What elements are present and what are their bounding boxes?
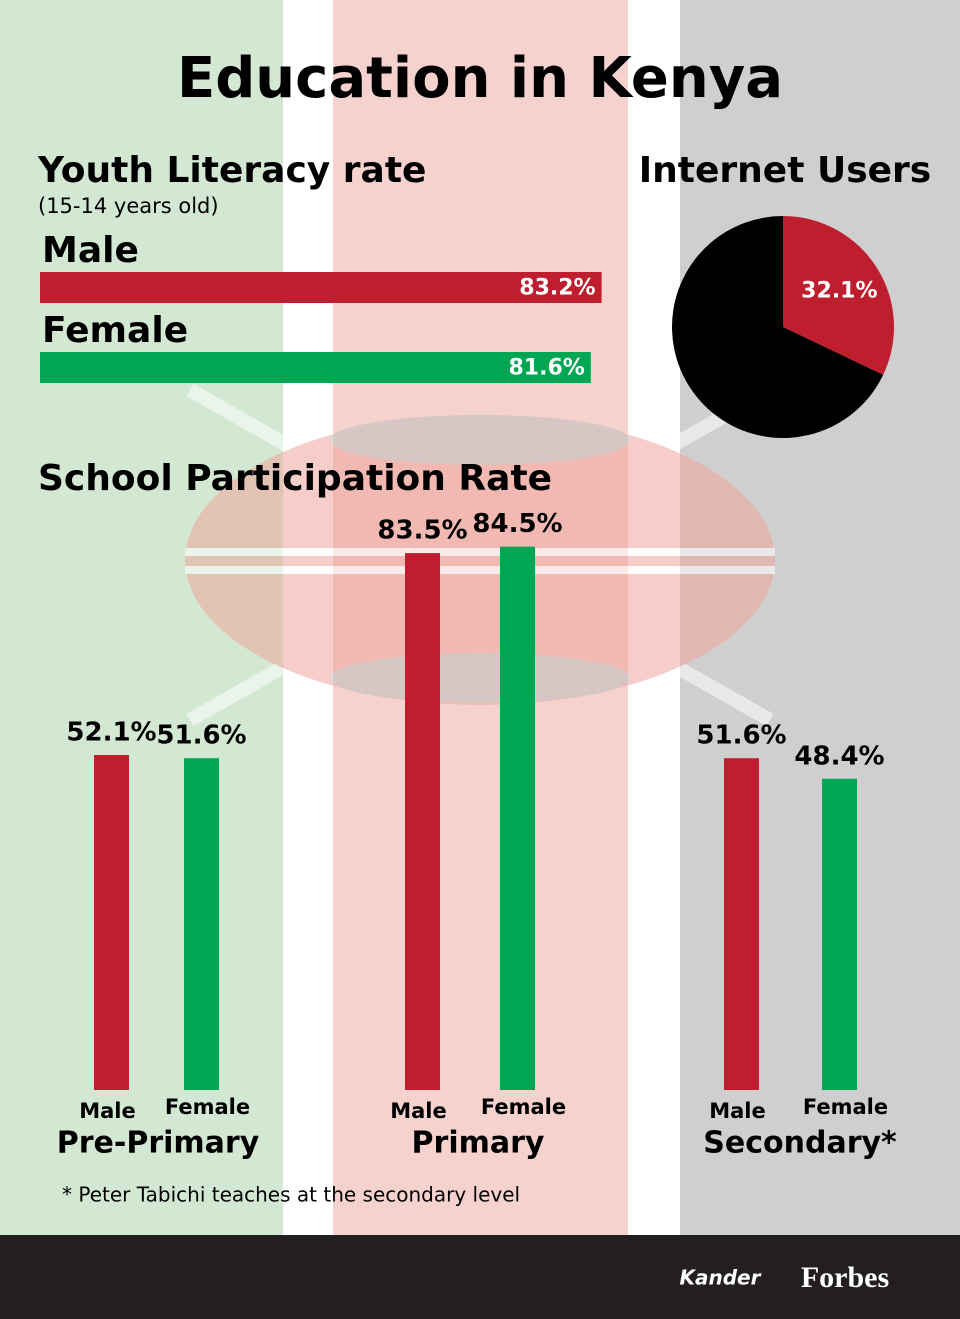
pie-slice: [672, 216, 884, 438]
value-label: 83.5%: [377, 516, 467, 546]
group-label: Pre-Primary: [57, 1126, 260, 1161]
series-label: Male: [390, 1099, 447, 1123]
group-label: Primary: [412, 1126, 545, 1161]
series-label: Female: [803, 1095, 888, 1119]
series-label: Male: [709, 1099, 766, 1123]
footer-band: [0, 1235, 960, 1319]
chart-title: Internet Users: [639, 150, 931, 191]
logo: Kander: [680, 1266, 762, 1290]
bar: [500, 546, 535, 1090]
brand: Forbes: [801, 1261, 889, 1294]
bar: [724, 758, 759, 1090]
page-title: Education in Kenya: [177, 46, 783, 111]
shield: [185, 383, 775, 727]
chart-title: School Participation Rate: [38, 458, 552, 499]
value-label: 48.4%: [794, 741, 884, 771]
bar: [40, 352, 591, 383]
category-label: Male: [42, 230, 139, 271]
series-label: Male: [79, 1099, 136, 1123]
bar: [405, 553, 440, 1090]
value-label: 51.6%: [156, 721, 246, 751]
category-label: Female: [42, 310, 188, 351]
pie-slice: [783, 216, 894, 375]
chart-title: Youth Literacy rate: [37, 150, 426, 191]
footnote: * Peter Tabichi teaches at the secondary…: [62, 1183, 520, 1207]
bar: [184, 758, 219, 1090]
value-label: 52.1%: [66, 717, 156, 747]
value-label: 32.1%: [801, 278, 877, 303]
value-label: 51.6%: [696, 721, 786, 751]
bar: [40, 272, 602, 303]
group-label: Secondary*: [703, 1126, 897, 1161]
series-label: Female: [165, 1095, 250, 1119]
chart-subtitle: (15-14 years old): [38, 194, 219, 218]
value-label: 83.2%: [519, 276, 595, 301]
value-label: 81.6%: [508, 356, 584, 381]
series-label: Female: [481, 1095, 566, 1119]
bar: [822, 778, 857, 1090]
value-label: 84.5%: [472, 509, 562, 539]
bar: [94, 754, 129, 1090]
